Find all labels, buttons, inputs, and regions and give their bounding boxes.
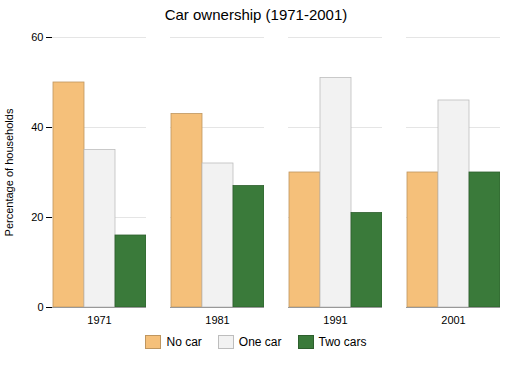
html-text:One car: One car — [238, 335, 282, 349]
svg-text:20: 20 — [31, 211, 43, 223]
svg-text:1971: 1971 — [87, 314, 111, 326]
svg-text:60: 60 — [31, 31, 43, 43]
svg-text:Percentage of households: Percentage of households — [3, 108, 15, 236]
svg-text:0: 0 — [37, 301, 43, 313]
html-text:No car: No car — [166, 335, 202, 349]
svg-text:2001: 2001 — [441, 314, 465, 326]
html-text:Car ownership (1971-2001): Car ownership (1971-2001) — [164, 6, 348, 23]
svg-text:1981: 1981 — [205, 314, 229, 326]
svg-text:1991: 1991 — [323, 314, 347, 326]
html-text:Two cars: Two cars — [318, 335, 367, 349]
svg-text:40: 40 — [31, 121, 43, 133]
